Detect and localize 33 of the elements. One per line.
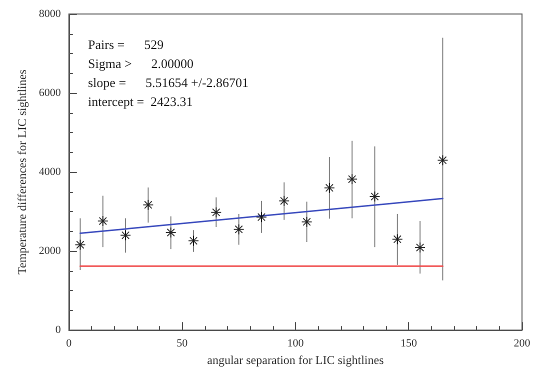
point bbox=[278, 195, 290, 206]
point bbox=[369, 191, 380, 202]
annotation: Pairs = 529 bbox=[88, 37, 164, 52]
point bbox=[437, 154, 448, 166]
annotation: intercept = 2423.31 bbox=[88, 94, 193, 109]
x-tick-label: 0 bbox=[66, 338, 72, 350]
x-tick-label: 200 bbox=[514, 338, 531, 350]
y-tick-label: 8000 bbox=[38, 8, 62, 20]
point bbox=[414, 242, 426, 254]
point bbox=[97, 216, 108, 227]
point bbox=[142, 199, 154, 210]
y-tick-label: 2000 bbox=[38, 245, 62, 258]
x-tick-label: 50 bbox=[176, 338, 188, 350]
annotation: Sigma > 2.00000 bbox=[88, 56, 194, 71]
point bbox=[188, 235, 200, 246]
point bbox=[74, 239, 86, 250]
point bbox=[120, 230, 132, 241]
point bbox=[324, 182, 335, 194]
point bbox=[392, 234, 403, 245]
y-tick-label: 0 bbox=[55, 324, 62, 336]
y-tick-label: 6000 bbox=[38, 87, 62, 100]
point bbox=[256, 212, 267, 223]
point bbox=[301, 216, 312, 228]
annotation: slope = 5.51654 +/-2.86701 bbox=[88, 75, 249, 90]
x-tick-label: 100 bbox=[287, 338, 304, 350]
y-axis-title: Temperature differences for LIC sightlines bbox=[15, 69, 29, 274]
x-axis-title: angular separation for LIC sightlines bbox=[207, 353, 384, 367]
point bbox=[233, 224, 244, 235]
point bbox=[165, 227, 176, 238]
point bbox=[346, 174, 358, 185]
y-tick-label: 4000 bbox=[38, 166, 62, 178]
point bbox=[210, 206, 222, 218]
x-tick-label: 150 bbox=[400, 338, 418, 350]
